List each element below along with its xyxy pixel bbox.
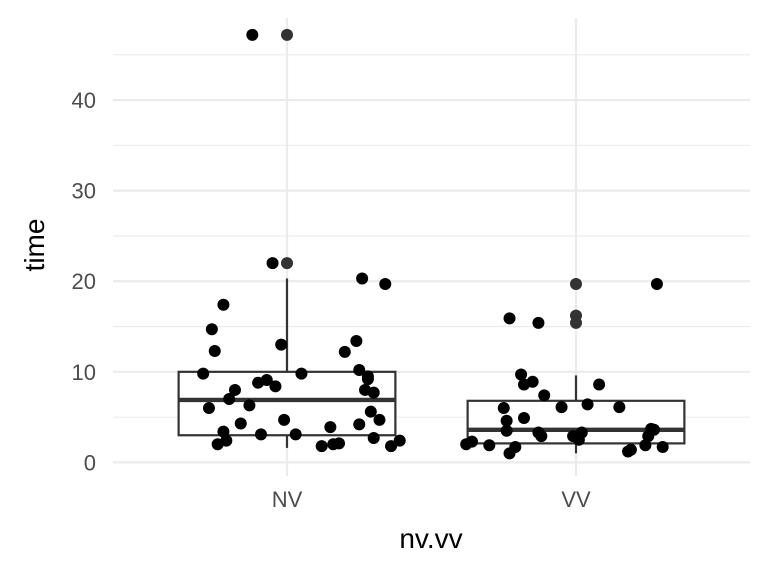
data-point: [223, 393, 236, 405]
data-point: [575, 426, 588, 439]
data-point: [266, 257, 279, 270]
data-point: [465, 435, 478, 448]
data-point: [333, 437, 346, 450]
y-tick-label: 20: [72, 269, 96, 294]
x-axis-ticks: NV VV: [272, 487, 591, 512]
data-point: [497, 402, 510, 415]
data-point: [246, 28, 259, 41]
data-point: [350, 335, 363, 348]
data-point: [593, 378, 606, 391]
data-point: [289, 428, 302, 441]
data-point: [269, 380, 282, 393]
data-point: [509, 441, 522, 454]
data-point: [526, 375, 539, 388]
y-tick-label: 30: [72, 179, 96, 204]
data-point: [535, 430, 548, 443]
data-point: [500, 424, 513, 437]
y-tick-label: 10: [72, 360, 96, 385]
data-point: [361, 370, 374, 383]
data-point: [581, 398, 594, 411]
data-point: [385, 440, 398, 453]
data-point: [243, 399, 256, 412]
data-point: [220, 434, 233, 447]
data-point: [324, 421, 337, 434]
data-point: [315, 440, 328, 453]
outlier-point: [570, 309, 582, 322]
data-point: [648, 423, 661, 436]
data-point: [650, 277, 663, 290]
data-points: [197, 28, 669, 460]
data-point: [367, 431, 380, 444]
data-point: [338, 345, 351, 358]
outlier-point: [281, 28, 293, 41]
data-point: [202, 402, 215, 415]
data-point: [228, 383, 241, 396]
data-point: [613, 401, 626, 414]
data-point: [624, 443, 637, 456]
y-tick-label: 0: [84, 450, 96, 475]
x-tick-label: NV: [272, 487, 303, 512]
data-point: [379, 277, 392, 290]
data-point: [364, 405, 377, 418]
data-point: [503, 312, 516, 325]
data-point: [234, 417, 247, 430]
data-point: [373, 413, 386, 426]
data-point: [353, 418, 366, 431]
data-point: [260, 373, 273, 386]
x-axis-title: nv.vv: [399, 523, 462, 554]
data-point: [656, 441, 669, 454]
data-point: [254, 428, 267, 441]
y-axis-title: time: [19, 219, 50, 272]
data-point: [500, 414, 513, 427]
y-axis-ticks: 0 10 20 30 40: [72, 88, 96, 475]
data-point: [217, 425, 230, 438]
outlier-point: [281, 257, 293, 270]
x-tick-label: VV: [561, 487, 591, 512]
data-point: [278, 413, 291, 426]
data-point: [555, 401, 568, 414]
data-point: [295, 367, 308, 380]
data-point: [197, 367, 210, 380]
data-point: [205, 323, 218, 336]
data-point: [275, 338, 288, 351]
data-point: [639, 439, 652, 452]
data-point: [353, 364, 366, 377]
data-point: [217, 298, 230, 311]
y-tick-label: 40: [72, 88, 96, 113]
data-point: [367, 386, 380, 399]
data-point: [517, 412, 530, 425]
data-point: [483, 439, 496, 452]
outlier-point: [570, 277, 582, 290]
data-point: [356, 272, 369, 285]
data-point: [515, 368, 528, 381]
data-point: [208, 344, 221, 357]
boxes: [177, 28, 686, 454]
data-point: [538, 389, 551, 402]
data-point: [393, 434, 406, 447]
data-point: [532, 316, 545, 329]
